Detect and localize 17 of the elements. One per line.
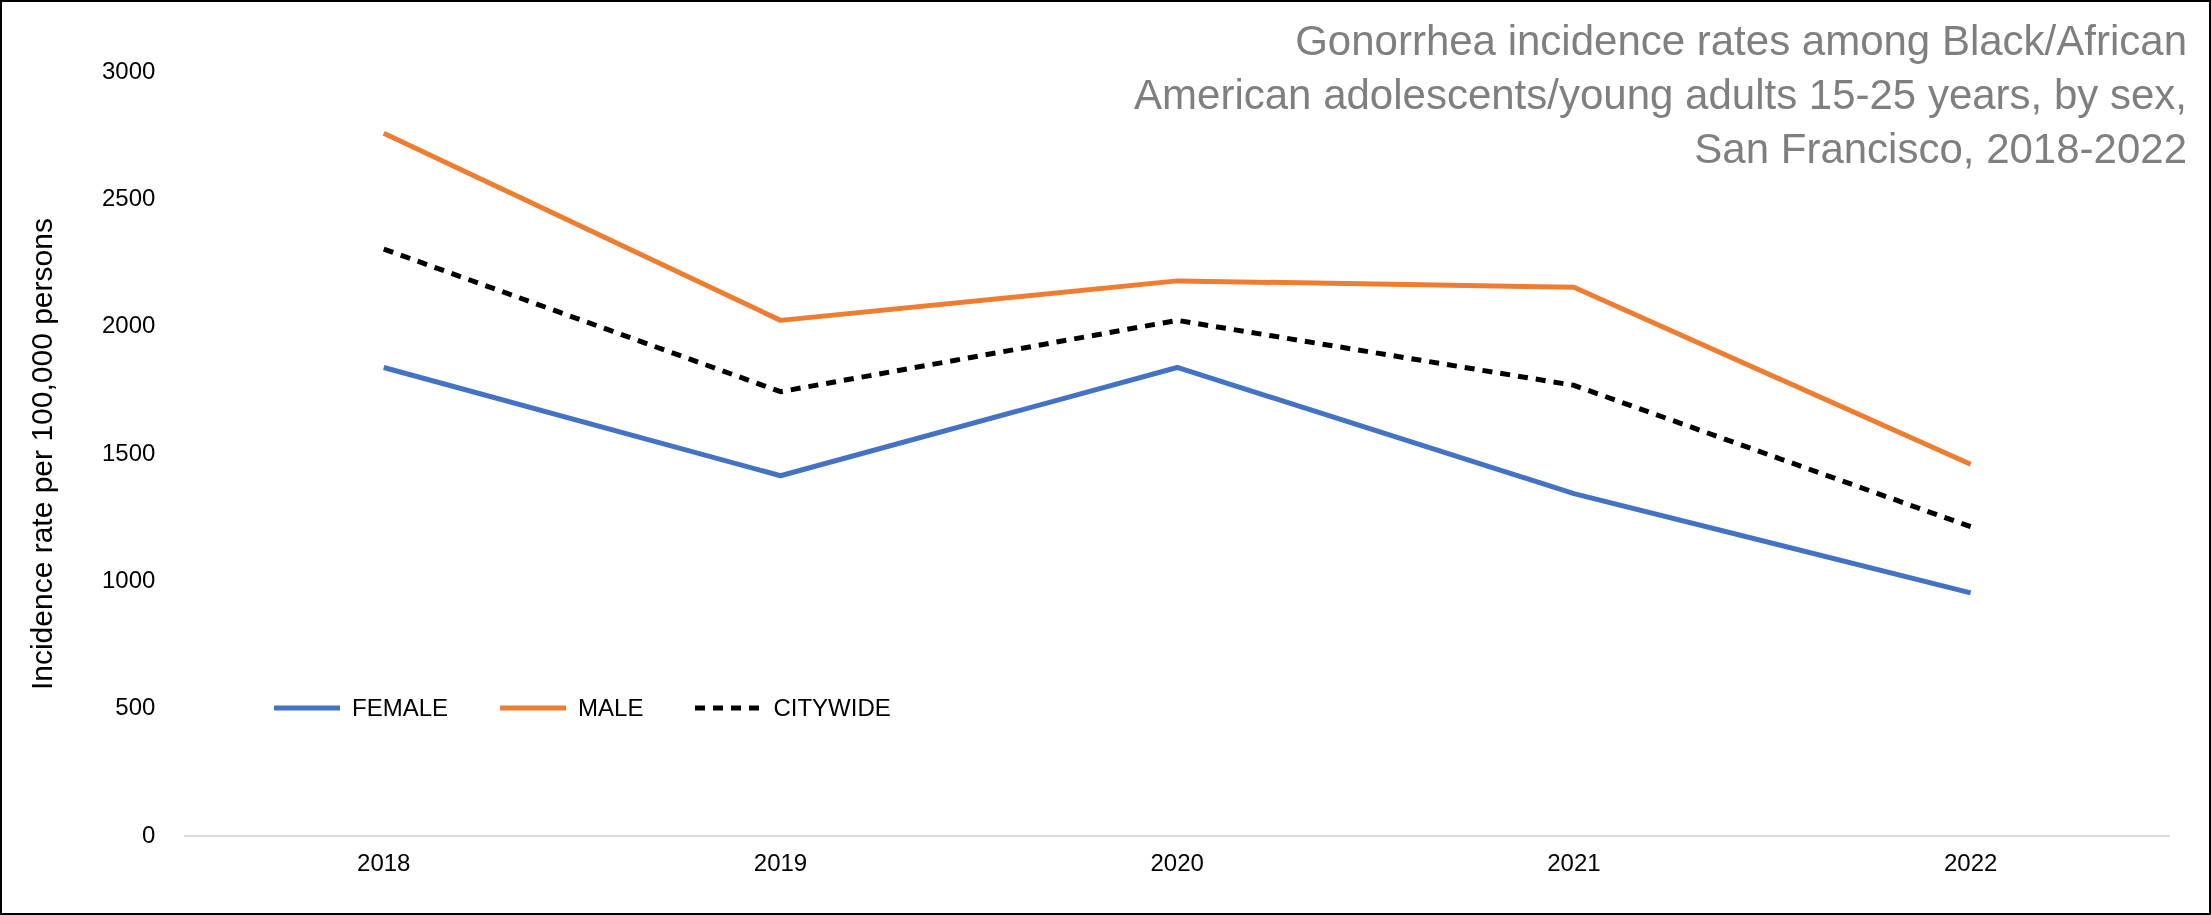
x-tick-label: 2018 (357, 849, 411, 877)
legend-label: FEMALE (352, 694, 449, 722)
x-tick-label: 2021 (1547, 849, 1601, 877)
y-tick-label: 3000 (102, 56, 156, 84)
y-tick-label: 0 (142, 820, 156, 848)
y-tick-label: 1000 (102, 566, 156, 594)
y-tick-label: 1500 (102, 438, 156, 466)
y-tick-label: 500 (115, 693, 156, 721)
y-tick-label: 2500 (102, 183, 156, 211)
legend-label: CITYWIDE (773, 694, 891, 722)
y-axis-title: Incidence rate per 100,000 persons (25, 218, 59, 691)
x-tick-label: 2020 (1150, 849, 1204, 877)
x-tick-label: 2019 (753, 849, 808, 877)
y-tick-label: 2000 (102, 311, 156, 339)
x-tick-label: 2022 (1943, 849, 1998, 877)
chart-title: Gonorrhea incidence rates among Black/African American adolescents/young adults 15-25 years, by sex, San Francisco, 2018-2022 (1133, 16, 2187, 174)
legend-label: MALE (578, 694, 644, 722)
